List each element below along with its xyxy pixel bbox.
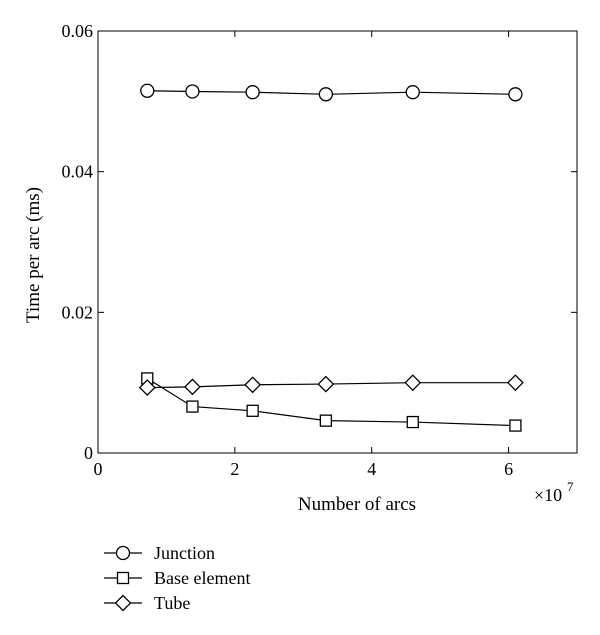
data-point-base-element (186, 400, 199, 413)
legend-marker-square (116, 571, 130, 585)
x-tick-label: 6 (504, 459, 513, 479)
series-base-element (141, 372, 522, 432)
x-axis-ticks: 0 2 4 6 (94, 31, 513, 479)
y-tick-label: 0.04 (62, 162, 94, 182)
data-point-tube (317, 375, 335, 393)
data-point-tube (506, 374, 524, 392)
legend-item-tube: Tube (104, 593, 190, 613)
x-tick-label: 2 (230, 459, 239, 479)
legend: Junction Base element Tube (104, 543, 250, 613)
plot-frame (97, 30, 578, 454)
legend-item-base-element: Base element (104, 568, 250, 588)
x-multiplier-exponent: 7 (567, 479, 574, 494)
x-tick-label: 0 (94, 459, 103, 479)
legend-marker-diamond (114, 594, 132, 612)
y-axis-ticks: 0 0.02 0.04 0.06 (62, 21, 577, 463)
legend-label: Tube (154, 593, 190, 613)
data-point-base-element (406, 415, 419, 429)
x-axis-label: Number of arcs (298, 494, 416, 515)
series-layer (138, 83, 524, 432)
x-tick-label: 4 (367, 459, 376, 479)
data-point-tube (244, 376, 262, 394)
legend-marker-circle (115, 545, 131, 561)
plot-border (97, 30, 578, 454)
data-point-junction (245, 85, 260, 100)
legend-item-junction: Junction (104, 543, 215, 563)
legend-label: Junction (154, 543, 215, 563)
y-tick-label: 0.02 (62, 302, 94, 322)
data-point-tube (138, 379, 156, 397)
data-point-junction (508, 87, 523, 102)
data-point-base-element (509, 419, 522, 432)
x-multiplier-base: ×10 (534, 485, 562, 505)
series-tube (138, 374, 524, 397)
y-tick-label: 0 (84, 443, 93, 463)
data-point-junction (318, 87, 334, 102)
data-point-base-element (246, 404, 259, 417)
series-junction (140, 83, 523, 102)
data-point-junction (185, 84, 200, 99)
data-point-tube (404, 374, 422, 392)
data-point-junction (405, 85, 420, 100)
x-multiplier: ×10 7 (534, 479, 574, 505)
data-point-base-element (319, 414, 333, 427)
data-point-tube (184, 378, 201, 396)
data-point-junction (140, 83, 155, 98)
series-line-base-element (146, 377, 516, 427)
legend-label: Base element (154, 568, 250, 588)
series-line-junction (147, 90, 516, 95)
y-tick-label: 0.06 (62, 21, 94, 41)
y-axis-label: Time per arc (ms) (23, 187, 44, 323)
